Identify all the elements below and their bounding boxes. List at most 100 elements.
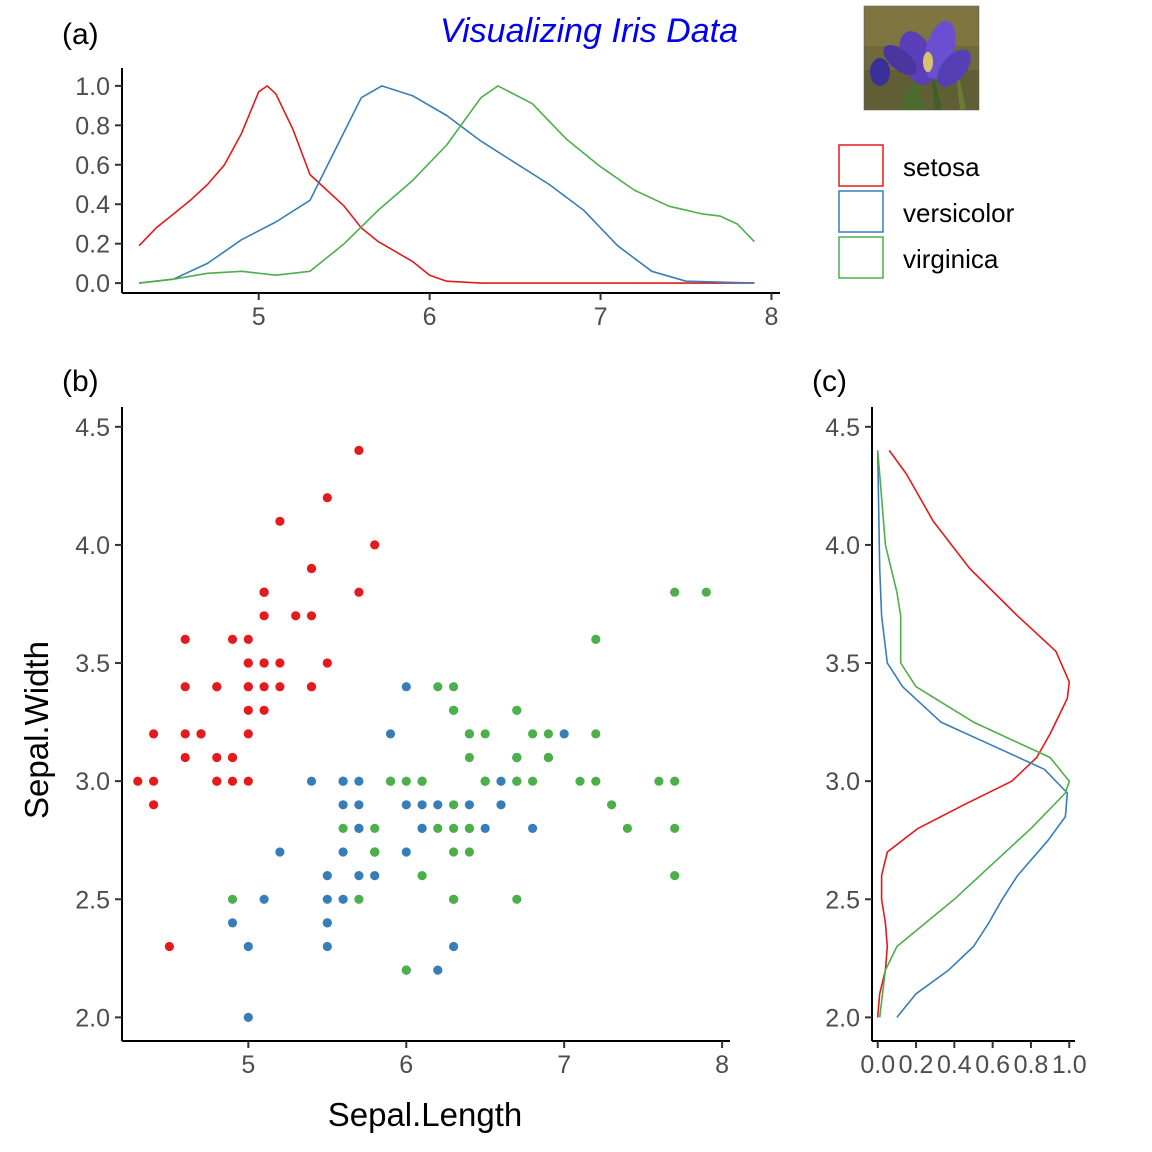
scatter-point-setosa [306,563,317,574]
scatter-point-virginica [543,752,554,763]
scatter-point-versicolor [354,823,364,834]
scatter-point-virginica [670,823,680,834]
scatter-point-setosa [322,493,332,503]
scatter-point-virginica [449,705,459,715]
scatter-point-virginica [670,587,680,597]
scatter-point-virginica [338,823,348,834]
panel-c-y-tick-label: 3.5 [825,650,860,678]
scatter-point-setosa [259,611,269,621]
scatter-point-versicolor [243,941,253,952]
scatter-point-setosa [243,776,253,786]
scatter-point-versicolor [464,800,474,810]
scatter-point-versicolor [401,800,411,810]
panel-a-curve-setosa [138,85,755,284]
scatter-point-versicolor [385,729,396,739]
scatter-point-setosa [133,776,143,786]
scatter-point-virginica [401,965,411,975]
scatter-point-virginica [622,823,633,834]
scatter-point-virginica [480,776,490,786]
scatter-point-virginica [670,776,680,786]
scatter-point-virginica [385,776,396,786]
scatter-point-setosa [180,752,190,763]
panel-c-y-tick-label: 3.0 [825,768,860,796]
scatter-point-setosa [243,729,253,739]
scatter-point-virginica [654,776,664,786]
scatter-point-virginica [464,823,474,834]
panel-a-y-tick-label: 0.0 [75,270,110,298]
scatter-point-setosa [196,729,206,739]
legend: setosa versicolor virginica [838,144,1015,279]
scatter-point-setosa [275,682,285,692]
scatter-point-setosa [259,658,269,668]
scatter-point-virginica [449,894,459,904]
panel-a-y-tick-label: 0.4 [75,191,110,219]
panel-a-curve-virginica [139,85,755,284]
scatter-point-setosa [275,516,285,526]
scatter-point-virginica [543,729,554,739]
scatter-point-virginica [512,705,522,715]
scatter-point-versicolor [275,847,285,857]
scatter-point-setosa [275,658,285,668]
scatter-point-setosa [212,776,222,786]
scatter-point-versicolor [354,776,364,786]
panel-a-y-tick-label: 0.8 [75,112,110,140]
scatter-point-virginica [512,776,522,786]
scatter-point-versicolor [433,800,443,810]
scatter-point-virginica [512,752,522,763]
scatter-point-virginica [464,729,474,739]
scatter-point-virginica [449,800,459,810]
scatter-point-setosa [149,729,159,739]
scatter-point-versicolor [433,965,443,975]
scatter-point-setosa [243,705,253,715]
panel-c-x-tick-label: 1.0 [1052,1051,1087,1079]
scatter-point-setosa [180,729,190,739]
panel-a-density-x: 5 6 7 8 0.0 0.2 0.4 0.6 0.8 1.0 [75,68,780,331]
scatter-point-setosa [306,611,317,621]
panel-b-y-tick-label: 4.0 [75,532,110,560]
legend-key-versicolor [838,190,884,233]
scatter-point-virginica [512,894,522,904]
scatter-point-virginica [480,729,490,739]
scatter-point-versicolor [354,871,364,881]
panel-a-y-tick-label: 0.6 [75,152,110,180]
scatter-point-virginica [417,871,427,881]
scatter-point-setosa [149,776,159,786]
chart-title: Visualizing Iris Data [440,12,738,50]
scatter-point-virginica [591,634,601,645]
scatter-point-versicolor [306,776,317,786]
scatter-point-versicolor [449,941,459,952]
panel-c-x-tick-label: 0.8 [1014,1051,1049,1079]
scatter-point-virginica [528,729,538,739]
scatter-point-virginica [354,894,364,904]
scatter-point-versicolor [322,941,332,952]
panel-b-y-tick-label: 2.5 [75,886,110,914]
panel-b-y-tick-label: 3.0 [75,768,110,796]
panel-label-b: (b) [62,365,99,398]
scatter-point-setosa [306,682,317,692]
scatter-point-virginica [591,729,601,739]
scatter-point-virginica [449,823,459,834]
scatter-point-setosa [354,445,364,455]
scatter-point-versicolor [322,918,332,928]
scatter-point-setosa [212,682,222,692]
scatter-point-versicolor [259,894,269,904]
scatter-point-versicolor [480,823,490,834]
scatter-point-versicolor [417,823,427,834]
scatter-point-virginica [670,871,680,881]
scatter-point-virginica [701,587,711,597]
scatter-point-versicolor [354,800,364,810]
scatter-point-virginica [464,752,474,763]
scatter-point-setosa [259,705,269,715]
scatter-point-setosa [164,941,174,952]
panel-label-c: (c) [812,365,847,398]
panel-c-x-tick-label: 0.2 [899,1051,934,1079]
scatter-point-setosa [212,752,222,763]
scatter-point-versicolor [496,776,506,786]
legend-item-setosa: setosa [838,144,980,187]
panel-c-curve-virginica [876,450,1071,1018]
scatter-point-versicolor [338,894,348,904]
panel-b-x-tick-label: 8 [715,1051,729,1079]
scatter-point-virginica [433,682,443,692]
scatter-point-setosa [227,752,238,763]
